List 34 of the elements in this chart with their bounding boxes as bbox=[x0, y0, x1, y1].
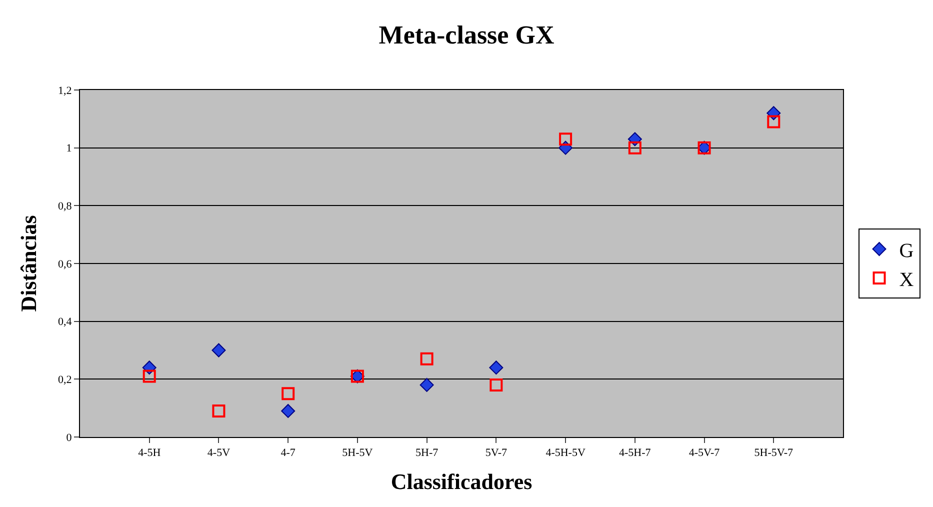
x-tick-label: 4-5H-7 bbox=[619, 447, 652, 460]
x-tick-label: 5V-7 bbox=[485, 447, 508, 460]
x-axis-title: Classificadores bbox=[390, 469, 533, 494]
point bbox=[559, 132, 572, 146]
x-tick-label: 4-5V bbox=[207, 447, 230, 460]
x-tick-label: 5H-5V-7 bbox=[754, 447, 794, 460]
y-tick-label: 1 bbox=[66, 142, 72, 155]
chart-title: Meta-classe GX bbox=[378, 20, 554, 50]
x-tick-label: 4-7 bbox=[280, 447, 296, 460]
legend-label: X bbox=[899, 268, 914, 291]
y-tick-label: 0 bbox=[66, 432, 72, 444]
point bbox=[281, 404, 296, 418]
point bbox=[628, 141, 642, 154]
x-tick-label: 5H-7 bbox=[416, 447, 439, 460]
point bbox=[282, 387, 295, 400]
point bbox=[420, 352, 434, 366]
point bbox=[767, 115, 780, 128]
y-tick-label: 1,2 bbox=[58, 84, 72, 97]
legend-label: G bbox=[899, 240, 914, 262]
y-tick-label: 0,4 bbox=[58, 316, 72, 328]
y-tick-label: 0,2 bbox=[58, 374, 72, 386]
point bbox=[490, 378, 503, 392]
y-axis-title: Distâncias bbox=[16, 214, 41, 312]
point bbox=[142, 370, 156, 383]
y-tick-label: 0,6 bbox=[58, 258, 72, 270]
point bbox=[212, 343, 226, 358]
y-tick-label: 0,8 bbox=[58, 200, 72, 213]
x-tick-label: 4-5H-5V bbox=[546, 447, 586, 460]
x-tick-label: 4-5V-7 bbox=[688, 447, 720, 460]
point bbox=[420, 378, 434, 392]
x-tick-label: 4-5H bbox=[138, 447, 161, 460]
point bbox=[489, 360, 504, 375]
x-tick-label: 5H-5V bbox=[342, 447, 373, 460]
point bbox=[212, 404, 226, 418]
